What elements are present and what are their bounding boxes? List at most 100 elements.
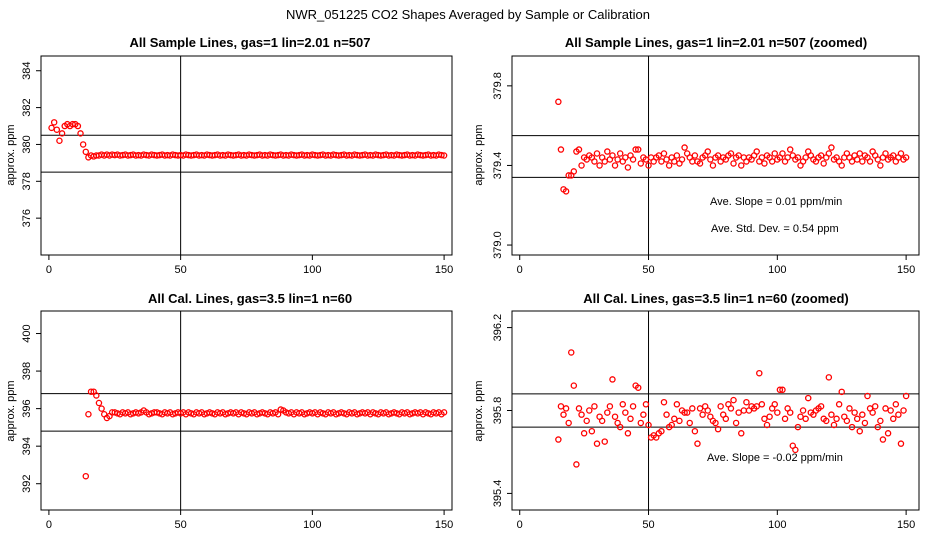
data-point — [591, 403, 598, 410]
data-point — [601, 438, 608, 445]
data-point — [440, 409, 448, 416]
data-point — [874, 156, 882, 163]
x-tick-label: 100 — [768, 519, 786, 531]
data-point — [634, 146, 642, 153]
data-point — [758, 154, 766, 161]
annotation-ave-std-dev: Ave. Std. Dev. = 0.54 ppm — [711, 223, 839, 235]
data-point — [85, 411, 92, 418]
x-tick-label: 150 — [897, 519, 915, 531]
y-tick-label: 376 — [21, 209, 33, 227]
panel-sample-lines-zoomed: All Sample Lines, gas=1 lin=2.01 n=507 (… — [473, 35, 920, 276]
y-tick-label: 400 — [21, 324, 33, 342]
data-point — [562, 188, 570, 195]
y-tick-label: 394 — [21, 437, 33, 455]
data-point — [820, 160, 827, 167]
data-point — [570, 382, 578, 389]
data-point — [611, 413, 619, 420]
data-point — [622, 409, 629, 416]
plot-frame — [40, 55, 453, 256]
data-point — [902, 154, 910, 161]
x-tick-label: 50 — [175, 264, 187, 276]
data-point — [637, 419, 645, 427]
data-point — [730, 160, 737, 167]
data-point — [629, 156, 637, 163]
data-point — [673, 152, 681, 159]
plot-frame — [511, 55, 920, 256]
x-tick-label: 150 — [435, 264, 453, 276]
data-point — [794, 154, 802, 161]
data-point — [578, 411, 585, 418]
data-point — [802, 154, 809, 161]
x-tick-label: 150 — [435, 519, 453, 531]
data-point — [82, 472, 90, 480]
y-axis-label: approx. ppm — [5, 380, 17, 441]
data-point — [766, 413, 773, 420]
panel-title: All Cal. Lines, gas=3.5 lin=1 n=60 (zoom… — [583, 291, 849, 306]
data-point — [694, 440, 701, 447]
data-point — [48, 124, 55, 132]
y-axis-label: approx. ppm — [473, 124, 485, 185]
data-point — [696, 160, 704, 167]
y-tick-label: 380 — [21, 135, 33, 153]
data-point — [555, 98, 562, 106]
data-point — [753, 403, 760, 410]
data-point — [779, 150, 786, 157]
data-point — [848, 423, 856, 431]
data-point — [786, 146, 794, 153]
data-point — [869, 409, 876, 416]
data-point — [900, 407, 907, 414]
data-point — [681, 144, 688, 151]
data-point — [274, 411, 282, 418]
x-tick-label: 0 — [517, 519, 523, 531]
data-point — [560, 411, 567, 418]
data-point — [671, 415, 678, 423]
data-point — [663, 411, 670, 418]
data-point — [776, 386, 784, 394]
x-tick-label: 50 — [175, 519, 187, 531]
data-point — [591, 158, 598, 165]
data-point — [797, 413, 804, 420]
data-point — [53, 126, 61, 133]
annotation-ave-slope: Ave. Slope = -0.02 ppm/min — [707, 452, 843, 464]
data-point — [779, 386, 786, 394]
data-point — [699, 411, 706, 418]
data-point — [856, 150, 864, 157]
data-point — [663, 156, 670, 163]
data-point — [707, 156, 714, 163]
data-point — [593, 150, 601, 157]
data-point — [846, 405, 853, 412]
data-point — [79, 141, 87, 148]
data-point — [830, 421, 838, 429]
data-point — [660, 150, 668, 157]
data-point — [583, 417, 590, 425]
y-tick-label: 396.2 — [492, 314, 504, 342]
data-point — [598, 417, 606, 425]
data-point — [825, 150, 833, 157]
data-point — [604, 148, 611, 155]
data-point — [82, 148, 90, 156]
data-point — [848, 158, 856, 165]
data-point — [897, 150, 905, 157]
data-point — [892, 401, 900, 408]
data-point — [74, 122, 82, 130]
data-point — [804, 394, 812, 402]
data-point — [570, 168, 578, 175]
data-point — [756, 369, 763, 377]
x-tick-label: 50 — [642, 264, 654, 276]
data-point — [640, 411, 647, 418]
data-point — [575, 405, 583, 412]
data-point — [98, 405, 105, 412]
data-point — [593, 440, 601, 447]
data-point — [714, 425, 722, 433]
y-tick-label: 395.8 — [492, 397, 504, 425]
data-point — [722, 415, 730, 423]
data-point — [877, 417, 884, 425]
data-point — [438, 151, 445, 159]
data-point — [853, 415, 861, 423]
data-point — [614, 156, 621, 163]
x-tick-label: 0 — [517, 264, 523, 276]
data-point — [557, 403, 565, 410]
data-point — [887, 407, 894, 414]
y-tick-label: 396 — [21, 399, 33, 417]
data-point — [740, 407, 748, 414]
